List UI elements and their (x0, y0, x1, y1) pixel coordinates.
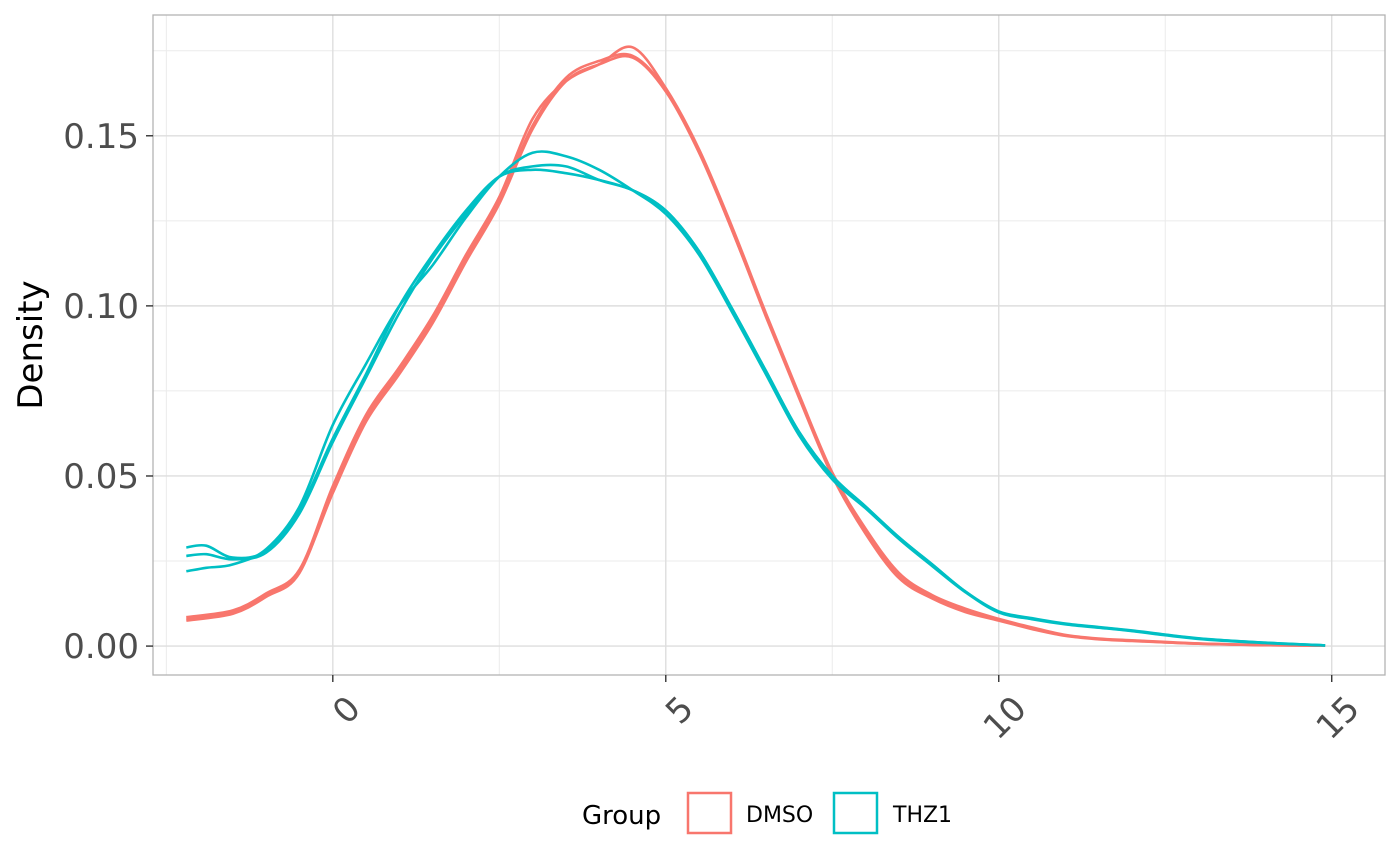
legend-title: Group (582, 801, 661, 831)
legend: Group DMSO THZ1 (582, 791, 952, 835)
x-tick-label: 5 (658, 689, 702, 733)
density-line-thz1-5 (186, 163, 1326, 647)
x-tick-label: 10 (976, 689, 1035, 748)
y-axis-title: Density (11, 280, 51, 409)
density-line-thz1-4 (186, 168, 1326, 647)
x-tick-label: 0 (325, 689, 369, 733)
density-line-dmso-3 (186, 45, 1326, 647)
density-lines (186, 45, 1326, 647)
plot-panel-border (152, 14, 1386, 676)
y-tick-label: 0.10 (63, 287, 139, 327)
density-line-thz1-6 (186, 150, 1326, 647)
legend-label-thz1: THZ1 (892, 803, 952, 828)
y-tick-label: 0.15 (63, 117, 139, 157)
legend-label-dmso: DMSO (746, 803, 813, 828)
y-tick-label: 0.05 (63, 457, 139, 497)
axis-ticks (146, 135, 1333, 682)
legend-key-thz1 (832, 791, 879, 835)
y-axis-tick-labels: 0.00 0.05 0.10 0.15 (63, 117, 139, 667)
grid-lines (153, 15, 1385, 675)
y-tick-label: 0.00 (63, 627, 139, 667)
x-axis-tick-labels: 0 5 10 15 (325, 689, 1368, 748)
x-tick-label: 15 (1309, 689, 1368, 748)
legend-key-dmso (686, 791, 733, 835)
